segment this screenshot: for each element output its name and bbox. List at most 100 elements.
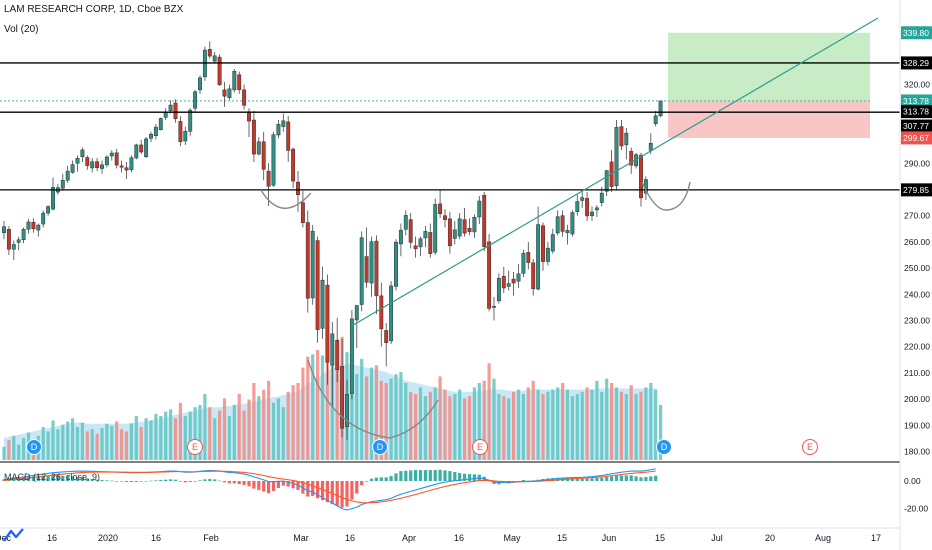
volume-bar: [173, 418, 178, 460]
volume-bar: [654, 389, 658, 460]
volume-bar: [477, 383, 481, 460]
candle-body: [658, 100, 663, 117]
macd-histogram-bar: [379, 477, 383, 481]
volume-bar: [208, 407, 212, 460]
volume-bar: [281, 407, 285, 460]
volume-bar: [575, 394, 579, 460]
candle-body: [261, 141, 266, 170]
macd-histogram-bar: [51, 475, 55, 481]
volume-bar: [350, 365, 354, 460]
candle-body: [349, 318, 354, 394]
price-badge: [901, 131, 932, 145]
volume-bar: [394, 374, 398, 460]
macd-histogram-bar: [267, 481, 271, 494]
axis-background: [900, 0, 932, 550]
trendline: [351, 17, 879, 327]
volume-bar: [374, 365, 378, 460]
macd-histogram-bar: [595, 478, 599, 481]
volume-bar: [227, 416, 231, 460]
macd-histogram-bar: [291, 481, 295, 489]
volume-bar: [614, 387, 619, 460]
candle-body: [153, 126, 158, 136]
candle-body: [536, 224, 541, 290]
annotation-lines: [0, 17, 900, 439]
volume-bar: [448, 396, 452, 460]
dividend-marker[interactable]: D: [26, 439, 42, 455]
svg-text:E: E: [807, 442, 813, 452]
price-tick-label: 230.00: [904, 315, 930, 325]
macd-legend[interactable]: MACD (12, 26, close, 9): [4, 472, 101, 482]
time-axis-label: 16: [454, 533, 464, 543]
price-badge: [901, 105, 932, 119]
volume-bar: [75, 427, 80, 460]
volume-bar: [320, 355, 325, 460]
candle-body: [550, 234, 555, 252]
candle-body: [335, 339, 340, 371]
candle-body: [149, 133, 153, 139]
volume-pane: [2, 336, 663, 460]
price-badge-label: 313.78: [903, 96, 929, 106]
candle-body: [619, 126, 624, 147]
candle-body: [158, 118, 163, 130]
volume-bar: [561, 383, 565, 460]
candle-body: [477, 200, 482, 218]
macd-tick-label: 0.00: [904, 476, 921, 486]
volume-bar: [316, 350, 320, 460]
macd-histogram-bar: [56, 475, 60, 481]
candle-body: [242, 89, 247, 106]
volume-bar: [360, 358, 364, 460]
candle-body: [119, 165, 124, 168]
macd-histogram-bar: [316, 481, 320, 499]
tradingview-logo-icon[interactable]: [2, 526, 26, 544]
volume-bar: [144, 418, 148, 460]
volume-bar: [198, 405, 202, 460]
volume-bar: [551, 389, 555, 460]
macd-histogram-bar: [418, 470, 423, 481]
candle-body: [359, 237, 364, 305]
candle-body: [462, 219, 467, 234]
volume-bar: [218, 410, 222, 460]
macd-histogram-bar: [360, 481, 364, 486]
price-badge-label: 339.80: [903, 28, 929, 38]
macd-histogram-bar: [271, 481, 276, 491]
macd-histogram-bar: [639, 477, 643, 481]
volume-legend[interactable]: Vol (20): [4, 24, 39, 35]
price-badge-label: 328.29: [903, 58, 929, 68]
candle-body: [438, 203, 443, 215]
volume-bar: [149, 420, 153, 460]
dividend-marker[interactable]: D: [656, 439, 672, 455]
earnings-marker[interactable]: E: [472, 439, 488, 455]
volume-bar: [213, 418, 217, 460]
candle-body: [379, 295, 384, 330]
volume-bar: [619, 391, 623, 460]
time-axis-label: Aug: [815, 533, 831, 543]
volume-bar: [649, 383, 653, 460]
macd-histogram-bar: [193, 481, 197, 482]
candle-body: [496, 278, 501, 302]
earnings-marker[interactable]: E: [802, 439, 818, 455]
volume-bar: [286, 391, 290, 460]
volume-bar: [507, 398, 511, 460]
earnings-marker[interactable]: E: [187, 439, 203, 455]
volume-bar: [585, 387, 589, 460]
price-axis: 180.00 190.00 200.00 210.00 220.00 230.00 240.…: [899, 0, 932, 550]
dividend-marker[interactable]: D: [372, 439, 388, 455]
macd-histogram-bar: [198, 480, 202, 481]
volume-bar: [95, 433, 99, 460]
candle-body: [16, 239, 21, 243]
time-axis-label: 15: [655, 533, 665, 543]
macd-histogram-bar: [649, 476, 653, 481]
symbol-title[interactable]: LAM RESEARCH CORP, 1D, Cboe BZX: [4, 4, 184, 15]
candle-body: [570, 212, 575, 235]
macd-histogram-bar: [320, 481, 325, 501]
candle-body: [168, 104, 173, 112]
macd-histogram-bar: [624, 475, 628, 481]
macd-histogram-bar: [247, 481, 251, 487]
candle-body: [80, 149, 85, 157]
macd-histogram-bar: [433, 470, 437, 481]
volume-bar: [438, 376, 442, 460]
price-tick-label: 220.00: [904, 342, 930, 352]
volume-bar: [311, 354, 315, 460]
price-tick-label: 320.00: [904, 80, 930, 90]
